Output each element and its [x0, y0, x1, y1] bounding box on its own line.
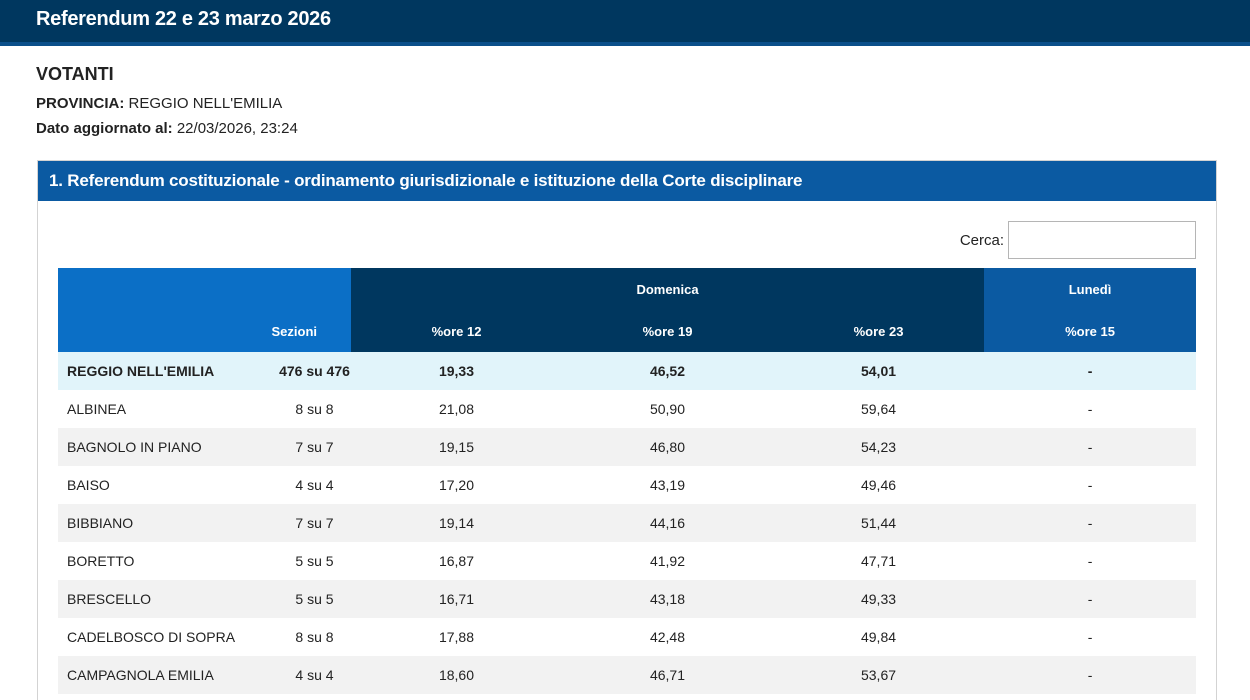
column-header-ore12[interactable]: %ore 12: [351, 310, 562, 352]
comune-cell: BAISO: [67, 477, 110, 493]
ore23-cell: 47,71: [860, 553, 897, 569]
comune-cell: BRESCELLO: [58, 580, 248, 618]
ore15-cell: -: [984, 352, 1197, 390]
updated-line: Dato aggiornato al: 22/03/2026, 23:24: [36, 116, 298, 141]
ore19-cell: 46,80: [562, 428, 773, 466]
table-row: CAMPAGNOLA EMILIA 4 su 4 18,60 46,71 53,67-: [58, 656, 1197, 694]
table-row: BAISO 4 su 4 17,20 43,19 49,46 -: [58, 466, 1196, 504]
table-row: BORETTO 5 su 5 16,87 41,92 47,71 -: [58, 542, 1196, 580]
ore19-cell: 43,18: [562, 580, 773, 618]
results-table: Domenica Lunedì Sezioni %ore 12 %ore 19 …: [58, 268, 1197, 694]
ore12-cell: 16,71: [351, 580, 562, 618]
comune-cell: REGGIO NELL'EMILIA: [58, 352, 248, 390]
table-row-total: REGGIO NELL'EMILIA 476 su 476 19,33 46,52 54…: [58, 352, 1197, 390]
table-body: REGGIO NELL'EMILIA 476 su 476 19,33 46,52 54…: [58, 352, 1197, 694]
comune-cell: BORETTO: [67, 553, 135, 569]
ore15-cell: -: [1087, 553, 1093, 569]
sezioni-cell: 4 su 4: [248, 656, 351, 694]
ore15-cell: -: [984, 656, 1197, 694]
provincia-value: REGGIO NELL'EMILIA: [128, 95, 283, 112]
search-label: Cerca:: [959, 231, 1004, 249]
header-blank-cell: [58, 268, 351, 310]
updated-value: 22/03/2026, 23:24: [176, 120, 298, 137]
ore12-cell: 19,15: [351, 428, 562, 466]
table-column-header-row: Sezioni %ore 12 %ore 19 %ore 23 %ore 15: [58, 310, 1197, 352]
ore23-cell: 59,64: [860, 401, 897, 417]
table-row: BIBBIANO 7 su 7 19,14 44,16 51,44-: [58, 504, 1197, 542]
ore12-cell: 19,14: [351, 504, 562, 542]
ore15-cell: -: [984, 428, 1197, 466]
ore19-cell: 50,90: [649, 401, 686, 417]
ore19-cell: 46,71: [562, 656, 773, 694]
comune-cell: ALBINEA: [67, 401, 127, 417]
ore15-cell: -: [1087, 629, 1093, 645]
ore23-cell: 54,23: [773, 428, 985, 466]
comune-cell: CAMPAGNOLA EMILIA: [58, 656, 248, 694]
column-header-ore23[interactable]: %ore 23: [773, 310, 985, 352]
sezioni-cell: 7 su 7: [248, 428, 351, 466]
table-row: ALBINEA 8 su 8 21,08 50,90 59,64 -: [58, 390, 1196, 428]
updated-label: Dato aggiornato al:: [36, 120, 173, 137]
header-lunedi: Lunedì: [984, 268, 1197, 310]
table-row: BRESCELLO 5 su 5 16,71 43,18 49,33-: [58, 580, 1197, 618]
ore12-cell: 21,08: [438, 401, 475, 417]
provincia-line: PROVINCIA: REGGIO NELL'EMILIA: [36, 91, 298, 116]
ore23-cell: 49,84: [860, 629, 897, 645]
top-header-bar: Referendum 22 e 23 marzo 2026: [0, 0, 1250, 46]
sezioni-cell: 5 su 5: [248, 580, 351, 618]
ore12-cell: 17,20: [438, 477, 475, 493]
comune-cell: BIBBIANO: [58, 504, 248, 542]
ore19-cell: 46,52: [562, 352, 773, 390]
ore15-cell: -: [1087, 401, 1093, 417]
page-title: Referendum 22 e 23 marzo 2026: [36, 8, 331, 30]
ore19-cell: 44,16: [562, 504, 773, 542]
ore23-cell: 54,01: [773, 352, 985, 390]
sezioni-cell: 4 su 4: [295, 477, 334, 493]
provincia-label: PROVINCIA:: [36, 95, 125, 112]
ore12-cell: 17,88: [438, 629, 475, 645]
table-row: BAGNOLO IN PIANO 7 su 7 19,15 46,80 54,23-: [58, 428, 1197, 466]
sezioni-cell: 8 su 8: [295, 401, 334, 417]
column-header-ore15[interactable]: %ore 15: [984, 310, 1197, 352]
ore23-cell: 51,44: [773, 504, 985, 542]
search-box: Cerca:: [960, 221, 1196, 259]
ore19-cell: 42,48: [649, 629, 686, 645]
ore19-cell: 41,92: [649, 553, 686, 569]
referendum-panel: 1. Referendum costituzionale - ordinamen…: [37, 160, 1217, 700]
ore15-cell: -: [1087, 477, 1093, 493]
header-domenica: Domenica: [351, 268, 985, 310]
comune-cell: CADELBOSCO DI SOPRA: [67, 629, 236, 645]
sezioni-cell: 7 su 7: [248, 504, 351, 542]
sezioni-cell: 476 su 476: [248, 352, 351, 390]
table-group-header-row: Domenica Lunedì: [58, 268, 1197, 310]
column-header-sezioni[interactable]: Sezioni: [58, 310, 351, 352]
search-input[interactable]: [1008, 221, 1196, 259]
ore12-cell: 16,87: [438, 553, 475, 569]
ore15-cell: -: [984, 504, 1197, 542]
panel-title: 1. Referendum costituzionale - ordinamen…: [38, 161, 1216, 201]
ore12-cell: 18,60: [351, 656, 562, 694]
ore19-cell: 43,19: [649, 477, 686, 493]
meta-info: VOTANTI PROVINCIA: REGGIO NELL'EMILIA Da…: [36, 64, 298, 141]
ore23-cell: 49,33: [773, 580, 985, 618]
table-row: CADELBOSCO DI SOPRA 8 su 8 17,88 42,48 49,84…: [58, 618, 1196, 656]
sezioni-cell: 5 su 5: [295, 553, 334, 569]
ore23-cell: 49,46: [860, 477, 897, 493]
ore23-cell: 53,67: [773, 656, 985, 694]
section-title: VOTANTI: [36, 64, 114, 84]
comune-cell: BAGNOLO IN PIANO: [58, 428, 248, 466]
ore15-cell: -: [984, 580, 1197, 618]
ore12-cell: 19,33: [351, 352, 562, 390]
column-header-ore19[interactable]: %ore 19: [562, 310, 773, 352]
sezioni-cell: 8 su 8: [295, 629, 334, 645]
